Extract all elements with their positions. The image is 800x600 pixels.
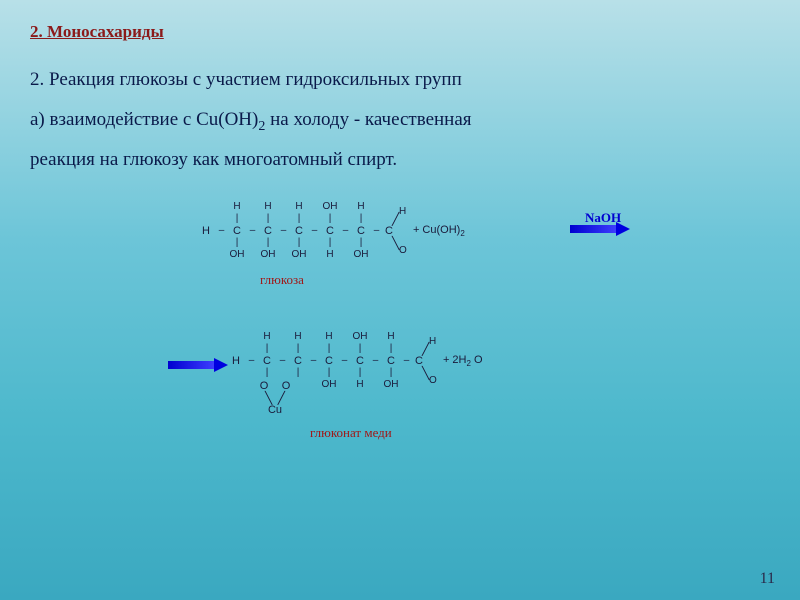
body-line-2: а) взаимодействие с Cu(OH)2 на холоду - … (30, 105, 472, 138)
f2-b3: H (356, 378, 363, 392)
f2-m4: C (387, 354, 395, 368)
f1-t3: OH (323, 200, 338, 214)
reaction-arrow-1 (570, 222, 630, 236)
f1-reagent: + Cu(OH)2 (413, 224, 465, 238)
page-number: 11 (760, 570, 775, 588)
formula-glucose-reactant: H – H | C | OH – H | C | OH – H | C | OH… (195, 200, 465, 262)
f1-b2: OH (292, 248, 307, 262)
formula-gluconate-product: H – H | C | – H | C | – H | C | OH – OH (225, 330, 483, 392)
f2-ald-h: H (429, 336, 436, 347)
f1-ald-o: O (399, 245, 407, 256)
f2-m1: C (294, 354, 302, 368)
body-line-3: реакция на глюкозу как многоатомный спир… (30, 145, 397, 175)
f2-b2: OH (322, 378, 337, 392)
f2-t1: H (294, 330, 301, 344)
f2-cu-bridge: O O ╲╱ Cu (253, 380, 297, 418)
f2-m2: C (325, 354, 333, 368)
f1-reagent-text: + Cu(OH) (413, 224, 460, 236)
reaction-arrow-2 (168, 358, 228, 372)
f2-ald-o: O (429, 375, 437, 386)
f2-m0: C (263, 354, 271, 368)
f1-t1: H (264, 200, 271, 214)
glucose-label: глюкоза (260, 272, 304, 288)
f1-b4: OH (354, 248, 369, 262)
f1-reagent-sub: 2 (460, 229, 464, 238)
line2-part-a: а) взаимодействие с Cu(OH) (30, 109, 258, 130)
f2-b4: OH (384, 378, 399, 392)
f2-t0: H (263, 330, 270, 344)
line2-part-b: на холоду - качественная (265, 109, 471, 130)
f1-t4: H (357, 200, 364, 214)
f1-left-h: H (202, 224, 210, 238)
f2-t4: H (387, 330, 394, 344)
f2-reagent-tail: O (471, 354, 483, 366)
f1-m0: C (233, 224, 241, 238)
f2-t2: H (325, 330, 332, 344)
f2-reagent: + 2H2 O (443, 354, 483, 368)
f1-m1: C (264, 224, 272, 238)
body-line-1: 2. Реакция глюкозы с участием гидроксиль… (30, 65, 462, 95)
f2-cu: Cu (268, 404, 282, 418)
f1-m2: C (295, 224, 303, 238)
f2-left-h: H (232, 354, 240, 368)
f1-m4: C (357, 224, 365, 238)
f1-m3: C (326, 224, 334, 238)
f2-reagent-text: + 2H (443, 354, 467, 366)
f1-b0: OH (230, 248, 245, 262)
f1-t0: H (233, 200, 240, 214)
f2-aldehyde: H ╱ C ╲ O (415, 340, 423, 382)
f1-b3: H (326, 248, 333, 262)
f1-b1: OH (261, 248, 276, 262)
gluconate-label: глюконат меди (310, 425, 392, 441)
f2-m3: C (356, 354, 364, 368)
f1-aldehyde: H ╱ C ╲ O (385, 210, 393, 252)
section-heading: 2. Моносахариды (30, 22, 164, 42)
f1-t2: H (295, 200, 302, 214)
f2-t3: OH (353, 330, 368, 344)
f1-ald-h: H (399, 206, 406, 217)
